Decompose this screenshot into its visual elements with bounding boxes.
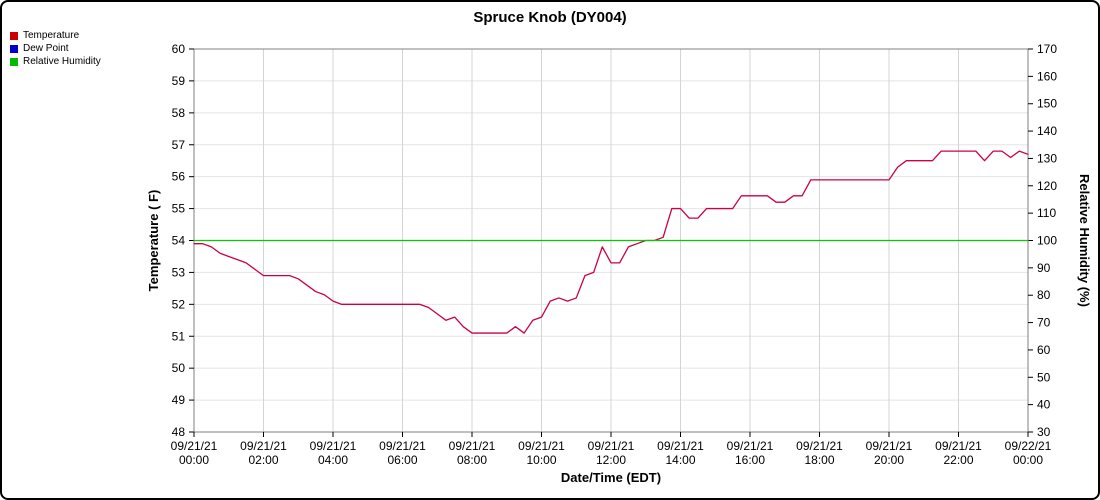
legend-item-relative-humidity: Relative Humidity	[10, 55, 101, 68]
right-axis-title: Relative Humidity (%)	[1077, 174, 1092, 307]
svg-text:30: 30	[1037, 425, 1051, 439]
svg-text:00:00: 00:00	[179, 453, 209, 467]
svg-text:06:00: 06:00	[387, 453, 417, 467]
svg-text:09/21/21: 09/21/21	[171, 439, 218, 453]
svg-text:160: 160	[1037, 69, 1057, 83]
legend-label-temperature: Temperature	[23, 30, 80, 41]
svg-text:02:00: 02:00	[248, 453, 278, 467]
svg-text:00:00: 00:00	[1013, 453, 1043, 467]
svg-text:60: 60	[172, 42, 186, 56]
svg-text:50: 50	[1037, 370, 1051, 384]
svg-text:55: 55	[172, 202, 186, 216]
svg-text:54: 54	[172, 234, 186, 248]
legend: Temperature Dew Point Relative Humidity	[10, 29, 101, 68]
svg-text:09/21/21: 09/21/21	[657, 439, 704, 453]
right-axis: 30 40 50 60 70 80 90 100 110 120 130 140 150 160 170	[1028, 42, 1057, 439]
temperature-swatch-icon	[10, 31, 18, 40]
svg-text:18:00: 18:00	[804, 453, 834, 467]
svg-text:09/21/21: 09/21/21	[588, 439, 635, 453]
svg-text:52: 52	[172, 297, 186, 311]
left-axis: 48 49 50 51 52 53 54 55 56 57 58 59 60	[172, 42, 194, 439]
svg-text:90: 90	[1037, 261, 1051, 275]
svg-text:09/21/21: 09/21/21	[310, 439, 357, 453]
svg-text:48: 48	[172, 425, 186, 439]
svg-text:58: 58	[172, 106, 186, 120]
left-axis-title: Temperature ( F)	[146, 190, 161, 292]
svg-text:170: 170	[1037, 42, 1057, 56]
svg-text:16:00: 16:00	[735, 453, 765, 467]
svg-text:09/21/21: 09/21/21	[449, 439, 496, 453]
legend-label-relative-humidity: Relative Humidity	[23, 56, 101, 67]
svg-text:10:00: 10:00	[526, 453, 556, 467]
svg-text:20:00: 20:00	[874, 453, 904, 467]
svg-text:140: 140	[1037, 124, 1057, 138]
x-axis: 09/21/2100:0009/21/2102:0009/21/2104:000…	[171, 432, 1052, 467]
x-axis-title: Date/Time (EDT)	[561, 470, 661, 485]
svg-text:09/21/21: 09/21/21	[727, 439, 774, 453]
svg-text:09/21/21: 09/21/21	[796, 439, 843, 453]
svg-text:40: 40	[1037, 398, 1051, 412]
svg-text:100: 100	[1037, 234, 1057, 248]
legend-label-dew-point: Dew Point	[23, 43, 69, 54]
svg-text:49: 49	[172, 393, 186, 407]
svg-text:12:00: 12:00	[596, 453, 626, 467]
svg-text:50: 50	[172, 361, 186, 375]
dew-point-swatch-icon	[10, 44, 18, 53]
svg-text:09/21/21: 09/21/21	[379, 439, 426, 453]
svg-text:110: 110	[1037, 206, 1056, 220]
svg-text:09/21/21: 09/21/21	[935, 439, 982, 453]
svg-text:130: 130	[1037, 151, 1057, 165]
svg-text:59: 59	[172, 74, 186, 88]
svg-text:09/21/21: 09/21/21	[518, 439, 565, 453]
svg-text:60: 60	[1037, 343, 1051, 357]
svg-text:150: 150	[1037, 97, 1057, 111]
relative-humidity-swatch-icon	[10, 57, 18, 66]
svg-text:09/22/21: 09/22/21	[1005, 439, 1052, 453]
svg-text:22:00: 22:00	[943, 453, 973, 467]
temperature-line	[193, 150, 1029, 334]
svg-text:14:00: 14:00	[665, 453, 695, 467]
svg-text:09/21/21: 09/21/21	[240, 439, 287, 453]
svg-text:53: 53	[172, 265, 186, 279]
legend-item-dew-point: Dew Point	[10, 42, 101, 55]
svg-text:09/21/21: 09/21/21	[866, 439, 913, 453]
svg-text:51: 51	[172, 329, 186, 343]
svg-text:70: 70	[1037, 316, 1051, 330]
svg-text:08:00: 08:00	[457, 453, 487, 467]
svg-text:80: 80	[1037, 288, 1051, 302]
svg-text:04:00: 04:00	[318, 453, 348, 467]
svg-text:57: 57	[172, 138, 186, 152]
svg-text:120: 120	[1037, 179, 1057, 193]
legend-item-temperature: Temperature	[10, 29, 101, 42]
svg-text:56: 56	[172, 170, 186, 184]
chart-title: Spruce Knob (DY004)	[473, 9, 627, 26]
